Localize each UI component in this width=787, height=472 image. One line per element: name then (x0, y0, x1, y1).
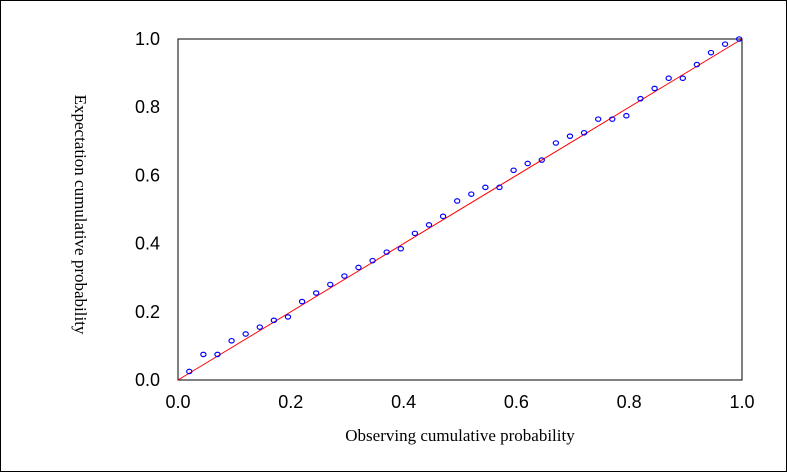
data-point-37 (693, 61, 701, 68)
y-tick-label-5: 0.8 (135, 97, 160, 117)
x-axis-ticks: 0.0 0.2 0.4 0.6 0.8 1.0 (165, 392, 754, 412)
data-point-7 (270, 317, 278, 324)
data-point-28 (566, 133, 574, 139)
data-point-15 (383, 249, 390, 255)
data-point-21 (468, 191, 475, 197)
data-point-29 (580, 129, 588, 136)
data-point-14 (369, 257, 376, 264)
data-point-6 (256, 324, 263, 330)
data-point-16 (397, 245, 404, 252)
data-point-31 (609, 116, 616, 122)
data-point-32 (623, 112, 630, 119)
x-tick-label-5: 0.8 (617, 392, 642, 412)
data-point-33 (637, 95, 644, 102)
data-point-13 (355, 264, 362, 271)
data-point-5 (242, 331, 249, 337)
plot-area (177, 38, 743, 381)
data-point-35 (665, 75, 672, 82)
data-point-26 (538, 157, 545, 163)
y-axis-label: Expectation cumulative probability (71, 95, 90, 335)
reference-line (177, 38, 743, 381)
data-point-12 (341, 273, 348, 279)
y-tick-label-4: 0.6 (135, 165, 160, 185)
data-point-23 (496, 184, 503, 191)
data-point-30 (594, 116, 602, 122)
data-point-22 (482, 184, 489, 191)
x-tick-label-1: 0.0 (165, 392, 190, 412)
data-point-34 (651, 85, 658, 92)
x-tick-label-3: 0.4 (391, 392, 416, 412)
x-tick-label-4: 0.6 (504, 392, 529, 412)
data-point-40 (735, 36, 743, 42)
data-point-38 (707, 49, 715, 56)
y-tick-label-3: 0.4 (135, 234, 160, 254)
y-axis-ticks: 0.0 0.2 0.4 0.6 0.8 1.0 (135, 29, 160, 390)
data-point-39 (721, 41, 729, 47)
x-tick-label-6: 1.0 (729, 392, 754, 412)
x-tick-label-2: 0.2 (278, 392, 303, 412)
data-point-9 (298, 298, 306, 305)
data-point-36 (679, 75, 686, 82)
data-point-17 (411, 230, 419, 237)
data-point-25 (524, 160, 531, 167)
data-point-19 (439, 213, 447, 220)
data-point-3 (214, 351, 221, 358)
data-point-4 (228, 337, 235, 344)
data-point-1 (186, 368, 193, 375)
y-tick-label-6: 1.0 (135, 29, 160, 49)
x-axis-label: Observing cumulative probability (345, 426, 575, 445)
data-point-24 (510, 167, 517, 174)
data-points (186, 36, 743, 375)
data-point-27 (552, 140, 560, 146)
y-tick-label-1: 0.0 (135, 370, 160, 390)
data-point-8 (284, 314, 292, 320)
data-point-2 (200, 351, 207, 358)
data-point-18 (425, 222, 433, 228)
y-tick-label-2: 0.2 (135, 302, 160, 322)
data-point-11 (327, 281, 334, 288)
data-point-20 (453, 198, 461, 204)
data-point-10 (312, 290, 320, 296)
